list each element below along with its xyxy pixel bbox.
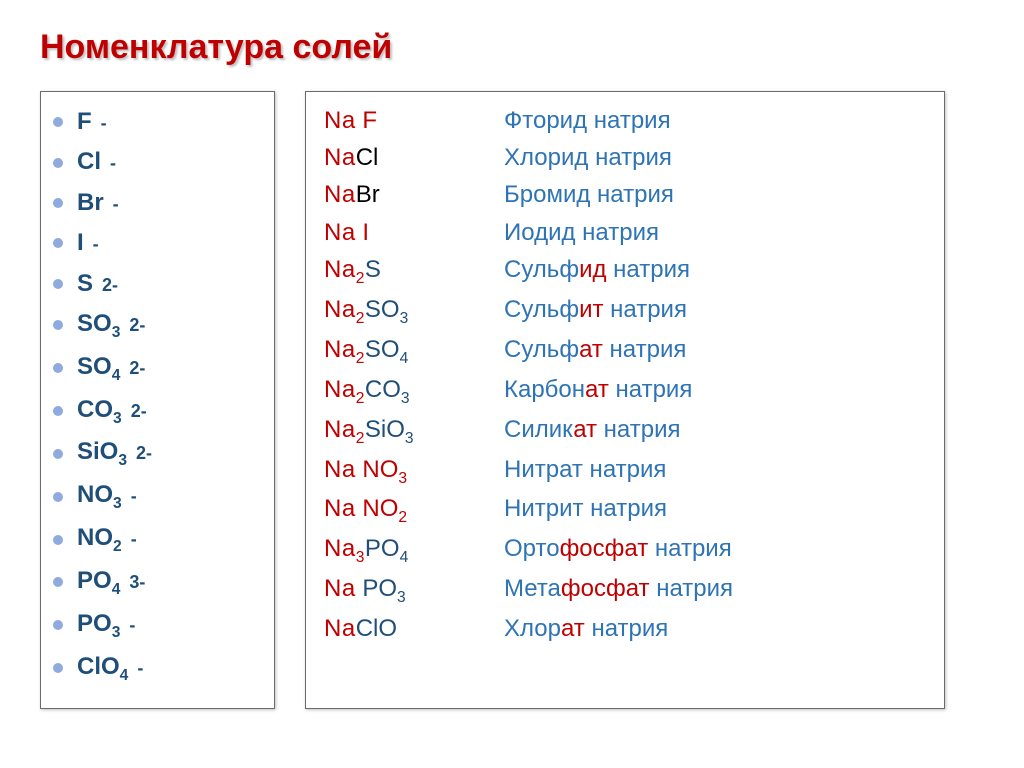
salt-name: Нитрит натрия — [504, 490, 667, 527]
salt-name: Сульфат натрия — [504, 331, 686, 368]
slide-title: Номенклатура солей — [40, 28, 984, 67]
salt-formula: Na2SiO3 — [324, 411, 504, 451]
salt-name: Нитрат натрия — [504, 451, 666, 488]
bullet-icon — [53, 158, 63, 168]
ion-item: Cl - — [53, 146, 256, 178]
ion-item: SiO3 2- — [53, 436, 256, 471]
bullet-icon — [53, 620, 63, 630]
ion-item: CO3 2- — [53, 394, 256, 429]
bullet-icon — [53, 663, 63, 673]
ion-item: ClO4 - — [53, 651, 256, 686]
salt-formula: Na2SO3 — [324, 291, 504, 331]
bullet-icon — [53, 363, 63, 373]
salt-formula: Na2SO4 — [324, 331, 504, 371]
ion-formula: PO4 3- — [77, 565, 145, 600]
salt-name: Метафосфат натрия — [504, 570, 733, 607]
salt-formula: NaClO — [324, 610, 504, 647]
salt-row: NaClХлорид натрия — [324, 139, 926, 176]
ion-item: PO3 - — [53, 608, 256, 643]
bullet-icon — [53, 320, 63, 330]
salt-row: NaClOХлорат натрия — [324, 610, 926, 647]
ion-item: SO4 2- — [53, 351, 256, 386]
salt-row: Na NO3Нитрат натрия — [324, 451, 926, 491]
ion-formula: NO3 - — [77, 479, 137, 514]
bullet-icon — [53, 535, 63, 545]
ion-formula: SO3 2- — [77, 308, 145, 343]
salt-formula: Na PO3 — [324, 570, 504, 610]
salt-row: Na2SiO3Силикат натрия — [324, 411, 926, 451]
ion-item: PO4 3- — [53, 565, 256, 600]
ion-item: S 2- — [53, 268, 256, 300]
salt-row: Na PO3Метафосфат натрия — [324, 570, 926, 610]
bullet-icon — [53, 406, 63, 416]
ion-item: NO2 - — [53, 522, 256, 557]
salt-formula: Na F — [324, 102, 504, 139]
ion-formula: SO4 2- — [77, 351, 145, 386]
ion-formula: I - — [77, 227, 99, 259]
ion-item: SO3 2- — [53, 308, 256, 343]
salt-list-box: Na FФторид натрияNaClХлорид натрияNaBrБр… — [305, 91, 945, 709]
salt-name: Сульфид натрия — [504, 251, 690, 288]
salt-row: Na2SСульфид натрия — [324, 251, 926, 291]
salt-name: Сульфит натрия — [504, 291, 687, 328]
salt-row: Na2SO4Сульфат натрия — [324, 331, 926, 371]
salt-list: Na FФторид натрияNaClХлорид натрияNaBrБр… — [324, 102, 926, 648]
salt-formula: Na NO2 — [324, 490, 504, 530]
slide: Номенклатура солей F - Cl - Br - I - S 2- SO3… — [0, 0, 1024, 768]
bullet-icon — [53, 238, 63, 248]
bullet-icon — [53, 279, 63, 289]
ion-formula: ClO4 - — [77, 651, 143, 686]
bullet-icon — [53, 449, 63, 459]
bullet-icon — [53, 117, 63, 127]
ion-item: Br - — [53, 187, 256, 219]
salt-row: Na2SO3Сульфит натрия — [324, 291, 926, 331]
salt-formula: Na NO3 — [324, 451, 504, 491]
salt-name: Карбонат натрия — [504, 371, 692, 408]
ion-formula: SiO3 2- — [77, 436, 152, 471]
salt-formula: NaCl — [324, 139, 504, 176]
salt-name: Хлорид натрия — [504, 139, 672, 176]
salt-formula: Na I — [324, 214, 504, 251]
salt-row: Na NO2Нитрит натрия — [324, 490, 926, 530]
ion-item: NO3 - — [53, 479, 256, 514]
bullet-icon — [53, 198, 63, 208]
ion-item: I - — [53, 227, 256, 259]
salt-name: Ортофосфат натрия — [504, 530, 732, 567]
salt-row: Na FФторид натрия — [324, 102, 926, 139]
salt-row: Na3PO4Ортофосфат натрия — [324, 530, 926, 570]
salt-row: Na2CO3Карбонат натрия — [324, 371, 926, 411]
salt-row: NaBrБромид натрия — [324, 176, 926, 213]
ion-formula: Br - — [77, 187, 119, 219]
ion-formula: Cl - — [77, 146, 116, 178]
salt-formula: Na2S — [324, 251, 504, 291]
salt-name: Хлорат натрия — [504, 610, 668, 647]
salt-name: Иодид натрия — [504, 214, 659, 251]
ion-item: F - — [53, 106, 256, 138]
salt-name: Силикат натрия — [504, 411, 680, 448]
bullet-icon — [53, 492, 63, 502]
ion-formula: S 2- — [77, 268, 118, 300]
salt-formula: NaBr — [324, 176, 504, 213]
ion-formula: PO3 - — [77, 608, 135, 643]
salt-name: Бромид натрия — [504, 176, 674, 213]
ion-formula: F - — [77, 106, 107, 138]
ion-list-box: F - Cl - Br - I - S 2- SO3 2- SO4 2- CO3 2- SiO3… — [40, 91, 275, 709]
content-area: F - Cl - Br - I - S 2- SO3 2- SO4 2- CO3 2- SiO3… — [40, 91, 984, 709]
ion-list: F - Cl - Br - I - S 2- SO3 2- SO4 2- CO3 2- SiO3… — [53, 106, 256, 686]
salt-name: Фторид натрия — [504, 102, 671, 139]
salt-formula: Na2CO3 — [324, 371, 504, 411]
ion-formula: CO3 2- — [77, 394, 147, 429]
salt-formula: Na3PO4 — [324, 530, 504, 570]
ion-formula: NO2 - — [77, 522, 137, 557]
bullet-icon — [53, 577, 63, 587]
salt-row: Na IИодид натрия — [324, 214, 926, 251]
